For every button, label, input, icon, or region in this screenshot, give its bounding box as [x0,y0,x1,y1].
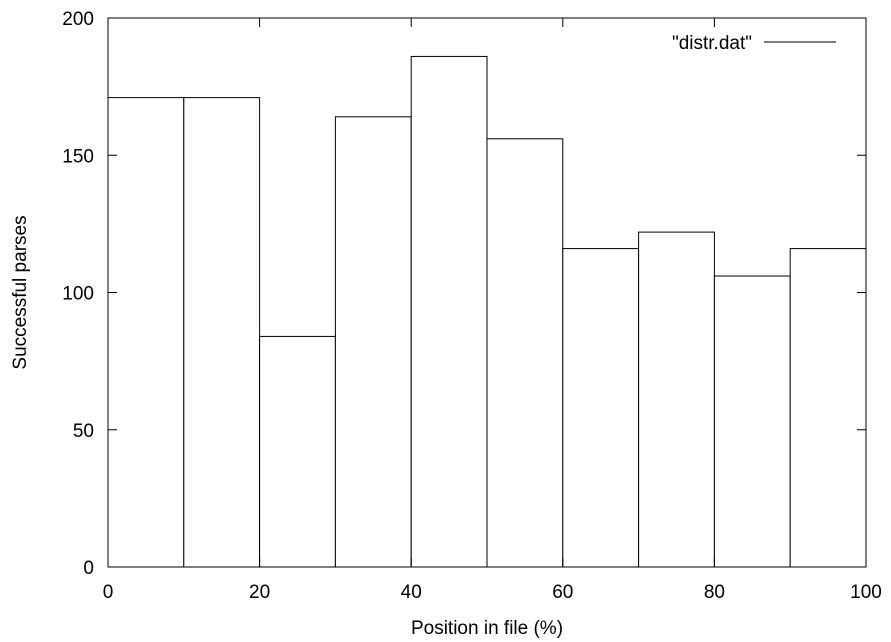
histogram-bar-9 [789,248,867,568]
y-tick-label-1: 50 [73,421,94,442]
y-tick-label-4: 200 [62,9,94,30]
x-tick-label-4: 80 [704,582,725,603]
histogram-bar-8 [713,275,791,568]
legend: "distr.dat" [672,33,836,54]
x-tick-label-5: 100 [850,582,882,603]
x-tick-label-1: 20 [249,582,270,603]
histogram-bar-4 [410,55,488,568]
y-tick-label-3: 150 [62,146,94,167]
histogram-bar-2 [259,335,336,568]
y-axis-label: Successful parses [10,215,31,369]
x-tick-label-0: 0 [103,582,114,603]
x-tick-label-2: 40 [401,582,422,603]
histogram-bar-0 [107,97,185,568]
x-tick-label-3: 60 [552,582,573,603]
histogram-bar-5 [486,138,564,568]
y-tick-label-2: 100 [62,284,94,305]
tick-labels-layer: 0 20 40 60 80 100 0 50 100 150 200 [62,9,882,603]
legend-label: "distr.dat" [672,33,752,54]
histogram-bar-3 [334,116,412,568]
ticks-layer [107,17,867,568]
y-tick-label-0: 0 [83,558,94,579]
histogram-bar-1 [183,97,261,568]
histogram-bar-7 [638,231,715,568]
bars-layer [107,55,867,568]
x-axis-label: Position in file (%) [411,618,563,639]
histogram-bar-6 [562,248,640,568]
